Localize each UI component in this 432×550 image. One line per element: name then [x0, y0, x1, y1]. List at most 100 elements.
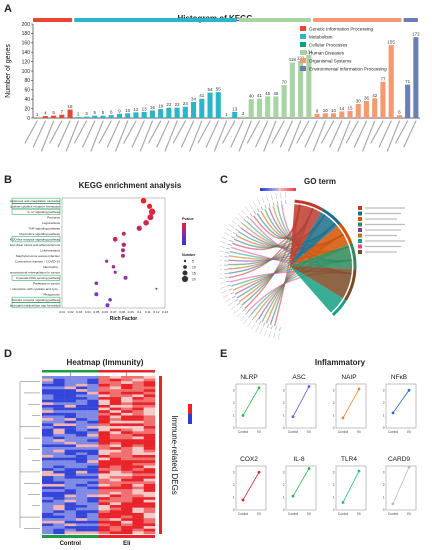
go-legend-swatch — [358, 244, 362, 249]
panel-letter-b: B — [4, 174, 12, 186]
x-tick-label: 0.08 — [119, 310, 125, 314]
heatmap-cell — [87, 494, 99, 498]
heatmap-cell — [121, 526, 133, 529]
heatmap-cell — [143, 457, 156, 461]
heatmap-cell — [42, 404, 54, 408]
gene-title: IL-8 — [293, 456, 305, 463]
mini-y-tick: 0 — [283, 426, 285, 430]
go-term-sector — [290, 266, 343, 313]
heatmap-cell — [121, 436, 133, 440]
heatmap-cell — [42, 391, 54, 395]
control-point — [241, 498, 245, 502]
heatmap-cell — [42, 478, 54, 482]
mini-x-tick: Eli — [257, 430, 261, 434]
gene-title: NLRP — [240, 374, 257, 381]
heatmap-cell — [143, 399, 156, 403]
bar-value-label: 6 — [110, 110, 113, 115]
category-label: Cytosolic DNA-sensing pathway — [16, 276, 60, 280]
x-tick-label — [337, 120, 351, 152]
bar-value-label: 30 — [356, 98, 362, 103]
histogram-bar — [215, 92, 221, 118]
control-point — [391, 411, 395, 415]
bar-value-label: 42 — [372, 93, 378, 98]
x-tick-label: 0.12 — [153, 310, 159, 314]
control-group-bar — [42, 370, 99, 373]
heatmap-cell — [109, 478, 122, 482]
gene-label — [253, 201, 257, 208]
gene-segment — [234, 299, 238, 302]
legend-label: Organismal Systems — [309, 59, 352, 64]
bar-value-label: 10 — [331, 108, 337, 113]
gene-label — [275, 193, 278, 200]
heatmap-cell — [64, 460, 77, 464]
heatmap-cell — [75, 505, 88, 508]
heatmap-cell — [121, 431, 133, 435]
gene-segment — [225, 276, 230, 279]
x-tick-label — [106, 120, 121, 148]
mini-plot-frame — [335, 383, 367, 429]
mini-x-tick: Control — [288, 430, 299, 434]
heatmap-cell — [75, 428, 88, 432]
heatmap-cell — [132, 449, 144, 453]
bar-value-label: 77 — [380, 76, 386, 81]
heatmap-cell — [98, 510, 110, 514]
heatmap-cell — [132, 441, 144, 445]
gene-label — [220, 273, 223, 275]
heatmap-cell — [121, 452, 133, 456]
mini-y-tick: 1 — [233, 496, 235, 500]
mini-y-tick: 3 — [283, 388, 285, 392]
histogram-bar — [330, 113, 337, 118]
mini-y-tick: 2 — [233, 483, 235, 487]
logfc-legend-cell — [266, 188, 269, 191]
heatmap-cell — [53, 410, 65, 414]
heatmap-cell — [87, 428, 99, 432]
heatmap-cell — [98, 476, 110, 479]
heatmap-cell — [98, 518, 110, 522]
heatmap-cell — [143, 431, 156, 435]
heatmap-cell — [42, 497, 54, 500]
gene-segment — [227, 243, 232, 246]
heatmap-cell — [121, 494, 133, 498]
heatmap-cell — [64, 473, 77, 477]
heatmap-cell — [64, 378, 77, 382]
gene-segment — [253, 210, 257, 215]
heatmap-cell — [42, 510, 54, 514]
heatmap-cell — [75, 415, 88, 419]
heatmap-cell — [87, 481, 99, 485]
x-tick-label: 0.13 — [162, 310, 168, 314]
legend-label: Genetic Information Processing — [309, 27, 374, 32]
mini-y-tick: 3 — [283, 470, 285, 474]
histogram-bar — [100, 115, 106, 118]
trend-line — [392, 390, 410, 414]
heatmap-cell — [132, 481, 144, 485]
heatmap-cell — [64, 381, 77, 385]
heatmap-cell — [98, 502, 110, 506]
go-term-sector — [290, 244, 352, 270]
panel-letter-e: E — [220, 348, 228, 360]
go-term-arc — [294, 199, 324, 211]
heatmap-cell — [75, 418, 88, 421]
heatmap-cell — [42, 420, 54, 424]
heatmap-cell — [109, 397, 122, 400]
gene-label — [245, 206, 250, 212]
legend-swatch — [300, 42, 306, 47]
heatmap-cell — [64, 407, 77, 411]
heatmap-cell — [98, 436, 110, 440]
mini-y-tick: 0 — [233, 508, 235, 512]
mini-y-tick: 3 — [333, 470, 335, 474]
heatmap-cell — [98, 457, 110, 461]
size-legend-dot — [183, 259, 187, 263]
histogram-bar — [108, 115, 114, 118]
logfc-legend-cell — [275, 188, 278, 191]
gene-title: CARD9 — [388, 456, 410, 463]
histogram-bar — [405, 84, 411, 118]
heatmap-cell — [87, 412, 99, 416]
heatmap-cell — [87, 499, 99, 503]
heatmap-cell — [143, 378, 156, 382]
heatmap-cell — [109, 473, 122, 477]
heatmap-cell — [98, 478, 110, 482]
histogram-bar — [42, 116, 48, 118]
heatmap-cell — [75, 439, 88, 443]
bar-value-label: 13 — [142, 106, 148, 111]
gene-label — [222, 294, 229, 298]
